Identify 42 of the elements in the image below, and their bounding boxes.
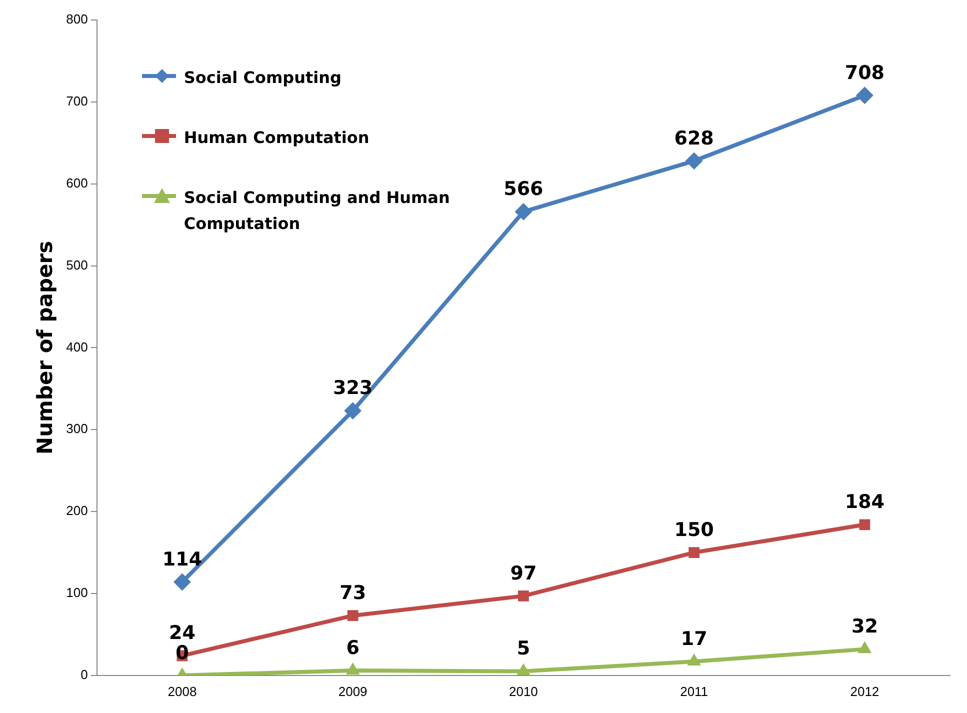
point <box>347 610 358 622</box>
point <box>856 86 874 104</box>
point <box>344 402 362 420</box>
point <box>859 519 870 530</box>
point <box>858 642 872 654</box>
legend-label: Human Computation <box>184 127 370 149</box>
legend-label: Social Computing <box>184 67 342 89</box>
y-tick-label: 200 <box>66 503 88 518</box>
data-label: 73 <box>340 582 366 604</box>
point <box>514 203 532 220</box>
point <box>688 547 700 558</box>
data-label: 5 <box>516 638 530 660</box>
data-label: 114 <box>162 548 202 570</box>
x-tick-label: 2012 <box>850 684 880 699</box>
data-label: 150 <box>674 518 714 541</box>
y-tick-label: 800 <box>66 12 88 27</box>
y-tick-label: 700 <box>66 94 88 109</box>
data-label: 184 <box>844 491 885 514</box>
data-label: 708 <box>844 62 885 84</box>
point <box>686 152 703 170</box>
y-tick-label: 300 <box>66 421 88 436</box>
x-tick-label: 2008 <box>168 684 197 699</box>
data-label: 323 <box>332 377 373 400</box>
y-tick-label: 100 <box>66 585 88 600</box>
data-label: 17 <box>680 628 708 650</box>
x-tick-label: 2009 <box>338 684 368 699</box>
x-tick-label: 2011 <box>680 684 708 699</box>
legend-label: Social Computing and Human Computation <box>184 187 451 235</box>
y-tick-label: 400 <box>66 339 88 354</box>
data-label: 6 <box>346 636 360 659</box>
point <box>518 590 529 602</box>
data-label: 97 <box>510 562 537 584</box>
data-label: 24 <box>168 622 196 644</box>
point <box>174 574 191 591</box>
y-tick-label: 500 <box>66 257 88 272</box>
data-label: 32 <box>851 616 878 638</box>
y-tick-label: 0 <box>80 666 88 682</box>
data-label: 566 <box>504 178 544 200</box>
y-axis-title: Number of papers <box>33 240 58 454</box>
y-tick-label: 600 <box>66 175 88 190</box>
data-label: 628 <box>674 127 714 150</box>
x-tick-label: 2010 <box>508 684 538 699</box>
